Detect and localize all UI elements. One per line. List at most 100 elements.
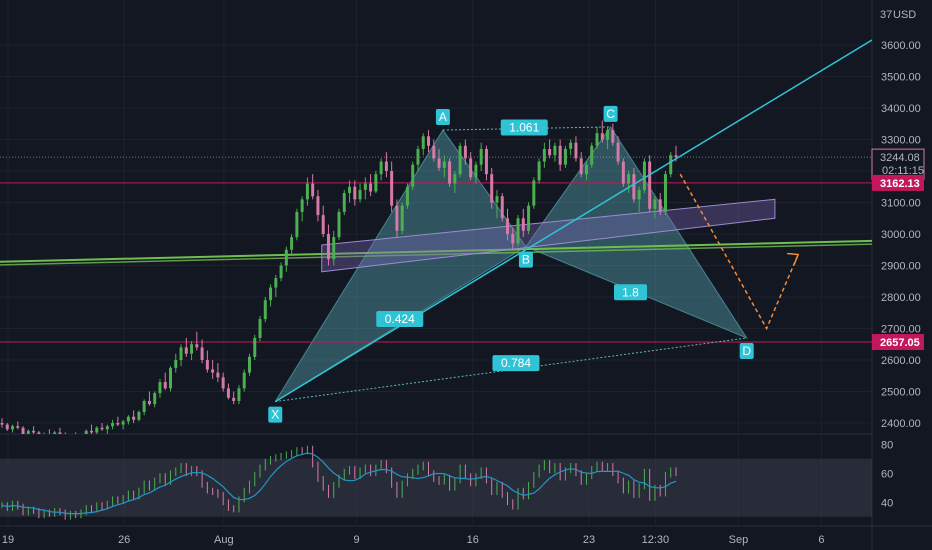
ratio-label-box — [492, 355, 540, 372]
price-tick-label: 2400.00 — [881, 418, 921, 430]
candle-body — [16, 426, 20, 428]
candle-body — [595, 133, 599, 146]
rsi-tick-label: 40 — [881, 497, 893, 509]
currency-label: USD — [893, 9, 916, 21]
level-price-value: 2657.05 — [880, 337, 920, 349]
time-axis[interactable]: 19 26 Aug 9 16 23 12:30 Sep 6 — [2, 534, 825, 546]
pattern-point-box — [603, 105, 618, 122]
ratio-label-box — [376, 311, 424, 328]
pattern-point-box — [518, 251, 533, 268]
candle-body — [558, 145, 562, 165]
candle-body — [448, 161, 452, 184]
candle-body — [674, 155, 678, 158]
level-price-value: 3162.13 — [880, 178, 920, 190]
price-tick-label: 2600.00 — [881, 355, 921, 367]
candle-body — [500, 196, 504, 219]
candle-body — [411, 164, 415, 187]
candle-body — [195, 344, 199, 348]
candle-body — [506, 218, 509, 234]
candle-body — [395, 205, 399, 231]
candle-body — [563, 148, 567, 165]
candle-body — [416, 148, 420, 165]
candle-body — [516, 218, 520, 244]
candle-body — [121, 421, 125, 425]
time-tick-label: Aug — [214, 534, 234, 546]
candle-body — [132, 416, 136, 420]
candle-body — [358, 189, 362, 200]
candle-body — [474, 164, 478, 178]
candle-body — [237, 388, 241, 401]
candle-body — [11, 426, 15, 430]
price-tick-label: 3300.00 — [881, 135, 921, 147]
candle-body — [95, 427, 99, 433]
price-tick-label: 3400.00 — [881, 103, 921, 115]
candle-body — [453, 174, 457, 184]
cyan-trendline — [274, 39, 872, 403]
candle-body — [221, 377, 225, 389]
pattern-lines: 1.061 0.424 1.8 0.784 X A B C D — [268, 39, 872, 423]
pattern-point-box — [739, 342, 754, 359]
candle-body — [211, 369, 215, 373]
pattern-point-label: B — [522, 253, 530, 267]
time-tick-label: 26 — [118, 534, 130, 546]
level-price-tag — [872, 334, 924, 351]
ratio-label-box — [614, 284, 647, 301]
candle-body — [242, 372, 246, 389]
candle-body — [442, 161, 446, 168]
current-price-value: 3244.08 — [880, 152, 920, 164]
ratio-label: 1.8 — [622, 285, 639, 299]
pattern-point-label: X — [271, 408, 279, 422]
candle-body — [521, 218, 525, 231]
candle-body — [263, 300, 267, 320]
candle-body — [384, 161, 388, 171]
candle-body — [600, 133, 604, 140]
ratio-label-box — [500, 119, 548, 136]
candle-body — [5, 424, 9, 430]
candle-body — [158, 382, 162, 394]
time-tick-label: Sep — [729, 534, 749, 546]
candle-body — [642, 161, 646, 190]
current-price-tag — [871, 148, 925, 180]
candle-body — [542, 148, 546, 162]
candle-body — [200, 347, 204, 360]
candle-body — [532, 180, 536, 206]
candle-body — [495, 196, 499, 203]
candle-body — [300, 199, 304, 212]
candle-body — [379, 161, 383, 175]
candle-body — [169, 367, 172, 389]
candle-body — [637, 189, 641, 200]
candle-body — [663, 174, 667, 212]
candle-body — [627, 174, 631, 184]
rsi-tick-label: 80 — [881, 439, 893, 451]
candle-body — [332, 237, 336, 260]
rsi-band — [0, 458, 872, 517]
green-trendline — [0, 239, 872, 263]
candle-body — [479, 148, 483, 165]
candle-body — [190, 344, 194, 354]
candle-body — [269, 287, 273, 301]
candle-body — [84, 430, 88, 434]
candle-body — [511, 234, 515, 244]
candle-body — [290, 237, 294, 250]
countdown-value: 02:11:15 — [882, 165, 924, 177]
pattern-overlays — [0, 126, 872, 403]
candle-body — [111, 423, 115, 427]
price-axis[interactable]: 37 USD 2400.00 2500.00 2600.00 2700.00 2800.… — [880, 9, 921, 509]
candle-body — [284, 249, 288, 266]
candle-body — [58, 432, 62, 434]
candle-body — [458, 145, 462, 175]
candle-body — [537, 161, 541, 181]
candle-body — [553, 145, 557, 156]
candle-body — [432, 145, 436, 159]
candle-body — [584, 164, 588, 175]
candle-body — [405, 186, 409, 206]
candle-body — [53, 432, 57, 434]
price-tick-label: 3100.00 — [881, 198, 921, 210]
candle-body — [316, 196, 320, 216]
candle-body — [274, 278, 278, 288]
ratio-label: 0.784 — [501, 356, 531, 370]
candle-body — [463, 145, 467, 159]
